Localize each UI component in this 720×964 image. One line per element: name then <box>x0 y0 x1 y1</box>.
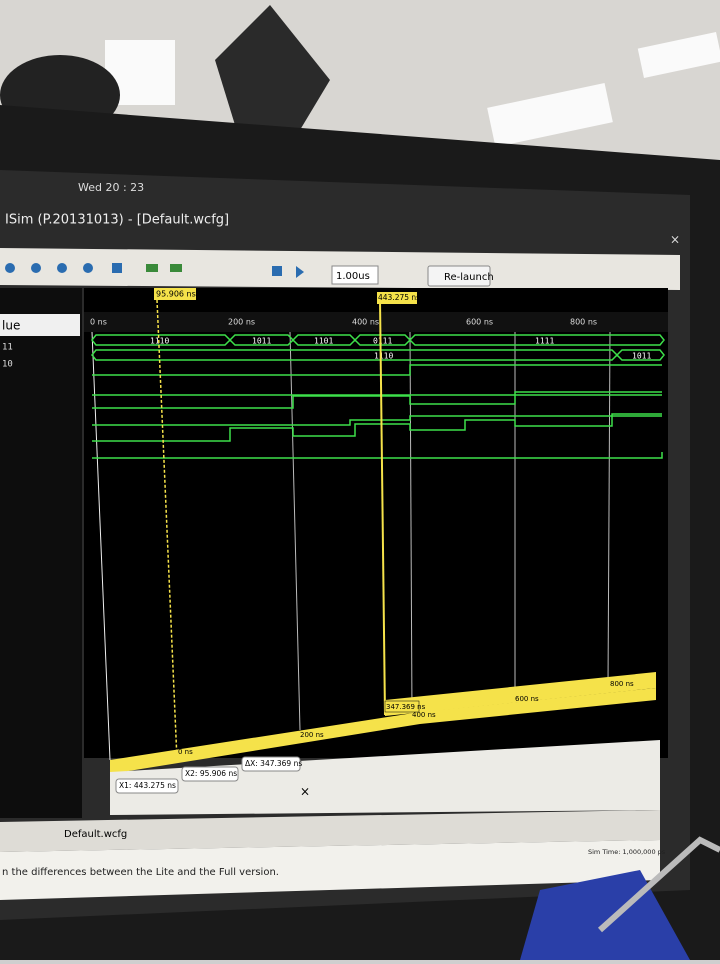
sim-time: Sim Time: 1,000,000 ps <box>588 848 666 856</box>
ruler-label: 800 ns <box>610 680 634 688</box>
bus-values: 1110 1011 1101 0111 1111 1110 1011 <box>150 337 651 361</box>
window-title: ISim (P.20131013) - [Default.wcfg] <box>5 213 229 228</box>
name-header <box>0 314 80 336</box>
delta-label-box <box>384 700 420 713</box>
measure-chip <box>181 766 239 782</box>
wave-area <box>84 288 668 758</box>
gridlines <box>91 331 611 761</box>
time-axis <box>84 312 668 332</box>
blue-object <box>520 870 690 960</box>
ruler-label: 600 ns <box>515 695 539 703</box>
delta-ruler <box>385 672 656 716</box>
time-label: 600 ns <box>466 318 493 327</box>
time-ruler <box>110 688 656 774</box>
cursor-label-box <box>154 288 196 300</box>
ruler-label: 200 ns <box>300 731 324 739</box>
projector <box>215 5 330 130</box>
status-message: n the differences between the Lite and t… <box>2 867 279 878</box>
relaunch-button[interactable] <box>427 265 491 287</box>
cursor-label-box <box>377 292 417 304</box>
clock: Wed 20 : 23 <box>78 181 144 194</box>
bus-value: 1101 <box>314 337 333 346</box>
zoom-value: 1.00us <box>336 271 370 282</box>
waveforms <box>91 334 665 459</box>
ceiling-light <box>487 82 613 148</box>
measure-text: X2: 95.906 ns <box>185 769 237 778</box>
zoom-box[interactable] <box>331 265 379 285</box>
name-panel <box>0 288 82 818</box>
measure-chip <box>241 756 301 772</box>
toolbar-icons <box>5 263 304 278</box>
time-label: 0 ns <box>90 318 107 327</box>
metal-stand <box>597 836 720 933</box>
bus-value: 1111 <box>535 337 554 346</box>
bus-value: 1110 <box>374 352 393 361</box>
time-labels: 0 ns 200 ns 400 ns 600 ns 800 ns <box>90 318 597 327</box>
tab[interactable]: Default.wcfg <box>64 829 127 840</box>
measure-chip <box>115 778 179 794</box>
bus-value: 0111 <box>373 337 392 346</box>
time-label: 800 ns <box>570 318 597 327</box>
ruler-labels: 0 ns 200 ns 400 ns 600 ns 800 ns <box>178 680 634 756</box>
cursor-label: 95.906 ns <box>156 290 196 299</box>
relaunch-label: Re-launch <box>444 272 494 283</box>
value-row: 11 <box>2 343 13 353</box>
ruler-label: 0 ns <box>178 748 193 756</box>
measure-close[interactable]: × <box>300 785 310 799</box>
ceiling-light <box>637 32 720 78</box>
ruler-label: 400 ns <box>412 711 436 719</box>
measure-text: X1: 443.275 ns <box>119 781 176 790</box>
measure-panel <box>110 740 660 815</box>
time-label: 400 ns <box>352 318 379 327</box>
delta-label: 347.369 ns <box>386 703 426 711</box>
bus-value: 1011 <box>632 352 651 361</box>
cursor-label: 443.275 ns <box>378 293 420 302</box>
bus-value: 1110 <box>150 337 169 346</box>
bus-value: 1011 <box>252 337 271 346</box>
cursor-x1 <box>379 299 386 716</box>
cursor-x2 <box>156 299 178 761</box>
tab-bar <box>0 810 660 852</box>
close-button[interactable]: × <box>670 233 680 247</box>
measure-text: ΔX: 347.369 ns <box>245 759 302 768</box>
status-bar <box>0 840 660 900</box>
name-header-text: lue <box>2 319 20 333</box>
time-label: 200 ns <box>228 318 255 327</box>
value-row: 10 <box>2 360 13 370</box>
